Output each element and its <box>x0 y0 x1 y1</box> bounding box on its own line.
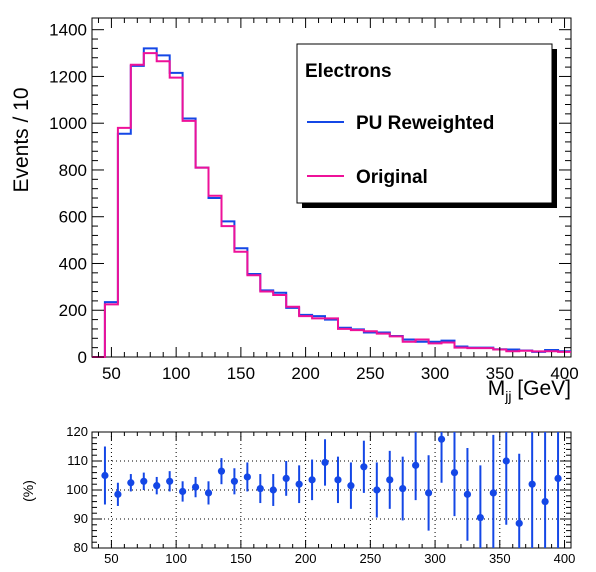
ratio-point <box>489 489 497 497</box>
histogram-y-ticks: 0 200 400 600 800 1000 1200 1400 <box>49 21 571 367</box>
ratio-x-tick-label: 400 <box>554 551 576 566</box>
x-tick-label: 300 <box>421 364 449 383</box>
histogram-x-axis-label: Mjj [GeV] <box>488 377 571 404</box>
y-tick-label: 0 <box>78 348 87 367</box>
x-label-main: M <box>488 377 506 400</box>
y-tick-label: 1200 <box>49 67 87 86</box>
ratio-point <box>243 473 251 481</box>
ratio-point <box>217 467 226 475</box>
ratio-point <box>204 489 213 497</box>
ratio-point <box>166 477 174 485</box>
y-tick-label: 400 <box>59 254 87 273</box>
y-tick-label: 1000 <box>49 114 87 133</box>
ratio-point <box>334 476 342 484</box>
y-tick-label: 1400 <box>49 21 87 40</box>
ratio-y-tick-label: 100 <box>66 482 88 497</box>
histogram-panel: 50 100 150 200 250 300 350 400 0 200 400 600 800 100… <box>10 17 579 404</box>
ratio-point <box>528 480 536 488</box>
y-tick-label: 200 <box>59 301 87 320</box>
ratio-point <box>463 490 472 498</box>
ratio-y-axis-label: (%) <box>20 480 36 502</box>
ratio-point <box>399 484 407 493</box>
histogram-series-group <box>92 47 571 358</box>
ratio-x-tick-label: 250 <box>359 551 381 566</box>
ratio-point <box>515 519 523 527</box>
ratio-x-tick-label: 50 <box>104 551 118 566</box>
ratio-point <box>101 471 109 480</box>
ratio-y-tick-label: 90 <box>74 511 88 526</box>
ratio-panel: 50 100 150 200 250 300 350 400 80 90 100 110 120 (%… <box>20 424 575 566</box>
ratio-point <box>412 461 420 469</box>
x-tick-label: 400 <box>550 364 578 383</box>
ratio-x-tick-label: 200 <box>295 551 317 566</box>
ratio-point <box>347 482 355 490</box>
ratio-y-tick-label: 120 <box>66 424 88 439</box>
ratio-x-ticks: 50 100 150 200 250 300 350 400 <box>97 432 576 566</box>
x-tick-label: 250 <box>356 364 384 383</box>
ratio-point <box>541 498 549 506</box>
ratio-point <box>230 477 239 485</box>
x-tick-label: 150 <box>227 364 255 383</box>
ratio-point <box>373 486 381 494</box>
ratio-point <box>360 463 368 471</box>
histogram-x-ticks: 50 100 150 200 250 300 350 400 <box>97 18 579 383</box>
ratio-point <box>554 474 562 482</box>
y-tick-label: 800 <box>59 161 87 180</box>
ratio-point <box>437 435 446 443</box>
histogram-series-original <box>92 52 571 358</box>
ratio-point <box>308 476 316 484</box>
ratio-point <box>256 484 264 493</box>
ratio-x-tick-label: 350 <box>489 551 511 566</box>
ratio-points <box>101 432 562 548</box>
ratio-point <box>321 458 329 467</box>
ratio-point <box>153 482 161 490</box>
x-label-unit: [GeV] <box>511 377 571 400</box>
histogram-y-axis-label: Events / 10 <box>10 87 33 192</box>
ratio-x-tick-label: 300 <box>424 551 446 566</box>
legend-label-original: Original <box>356 167 428 188</box>
ratio-grid <box>92 431 571 549</box>
ratio-point <box>140 477 148 485</box>
x-label-sub: jj <box>504 388 511 404</box>
ratio-x-tick-label: 100 <box>165 551 187 566</box>
ratio-y-tick-label: 110 <box>67 453 88 468</box>
ratio-point <box>179 487 187 496</box>
legend-label-pu-reweighted: PU Reweighted <box>356 113 494 134</box>
ratio-point <box>386 476 394 484</box>
ratio-point <box>269 486 277 494</box>
ratio-frame <box>91 431 572 549</box>
x-tick-label: 50 <box>102 364 121 383</box>
ratio-point <box>191 483 200 491</box>
legend: Electrons PU Reweighted Original <box>296 43 557 208</box>
ratio-y-ticks: 80 90 100 110 120 <box>66 424 571 555</box>
y-tick-label: 600 <box>59 208 87 227</box>
ratio-point <box>476 513 484 522</box>
x-tick-label: 200 <box>291 364 319 383</box>
x-tick-label: 100 <box>162 364 190 383</box>
ratio-point <box>424 489 433 497</box>
ratio-point <box>450 469 459 477</box>
ratio-point <box>295 480 303 488</box>
ratio-point <box>127 479 135 487</box>
legend-title: Electrons <box>305 61 392 82</box>
ratio-point <box>282 474 290 482</box>
x-tick-label: 350 <box>486 364 514 383</box>
ratio-point <box>114 490 122 498</box>
ratio-y-tick-label: 80 <box>74 540 88 555</box>
ratio-x-tick-label: 150 <box>230 551 252 566</box>
ratio-point <box>502 457 510 465</box>
